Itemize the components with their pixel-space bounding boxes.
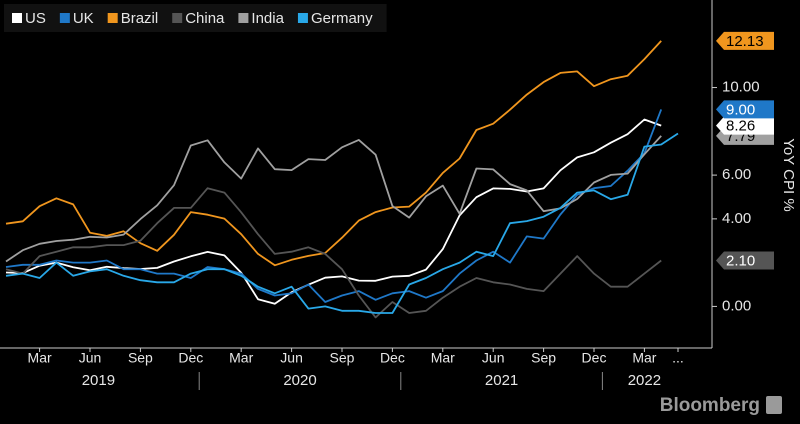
x-tick-label: Mar [229,350,253,366]
x-tick-label: Dec [380,350,405,366]
end-label-box [716,116,774,135]
y-tick-label: 4.00 [722,210,751,227]
x-tick-label: Sep [330,350,355,366]
end-label: 12.13 [726,33,764,50]
legend-label: Germany [311,10,373,27]
x-tick-label: Mar [431,350,455,366]
year-label: 2022 [628,372,661,389]
legend-swatch [297,13,308,23]
end-label-box [716,31,774,50]
year-label: 2020 [283,372,316,389]
end-label: 8.26 [726,118,755,135]
x-tick-label: Mar [28,350,52,366]
legend-label: Brazil [121,10,159,27]
x-tick-label: Jun [280,350,303,366]
y-tick-label: 10.00 [722,79,760,96]
legend-label: India [251,10,284,27]
y-tick-label: 0.00 [722,297,751,314]
x-tick-label: Jun [79,350,102,366]
year-label: 2021 [485,372,518,389]
logo-icon [766,396,782,414]
series-line [5,40,662,267]
legend-swatch [172,13,183,23]
x-tick-label: Sep [128,350,153,366]
legend-label: China [185,10,225,27]
series-line [5,187,662,319]
legend-swatch [12,13,22,23]
x-tick-label: ... [672,350,684,366]
end-label-box [716,100,774,119]
y-tick-label: 6.00 [722,166,751,183]
end-label-box [716,251,774,270]
legend-swatch [59,13,70,23]
series-line [5,109,663,303]
legend-swatch [107,13,118,23]
x-tick-label: Sep [531,350,556,366]
x-tick-label: Jun [482,350,505,366]
x-tick-label: Dec [178,350,203,366]
legend-label: US [25,10,46,27]
end-label: 2.10 [726,252,755,269]
series-line [5,135,662,263]
series-line [5,118,662,305]
legend-label: UK [73,10,94,27]
source-logo: Bloomberg [660,395,760,416]
end-label: 9.00 [726,101,755,118]
legend-swatch [238,13,249,23]
year-label: 2019 [82,372,115,389]
y-axis-title: YoY CPI % [780,138,797,211]
series-line [5,132,679,314]
x-tick-label: Mar [632,350,656,366]
legend: US UK Brazil China India Germany [4,4,387,32]
x-tick-label: Dec [582,350,607,366]
